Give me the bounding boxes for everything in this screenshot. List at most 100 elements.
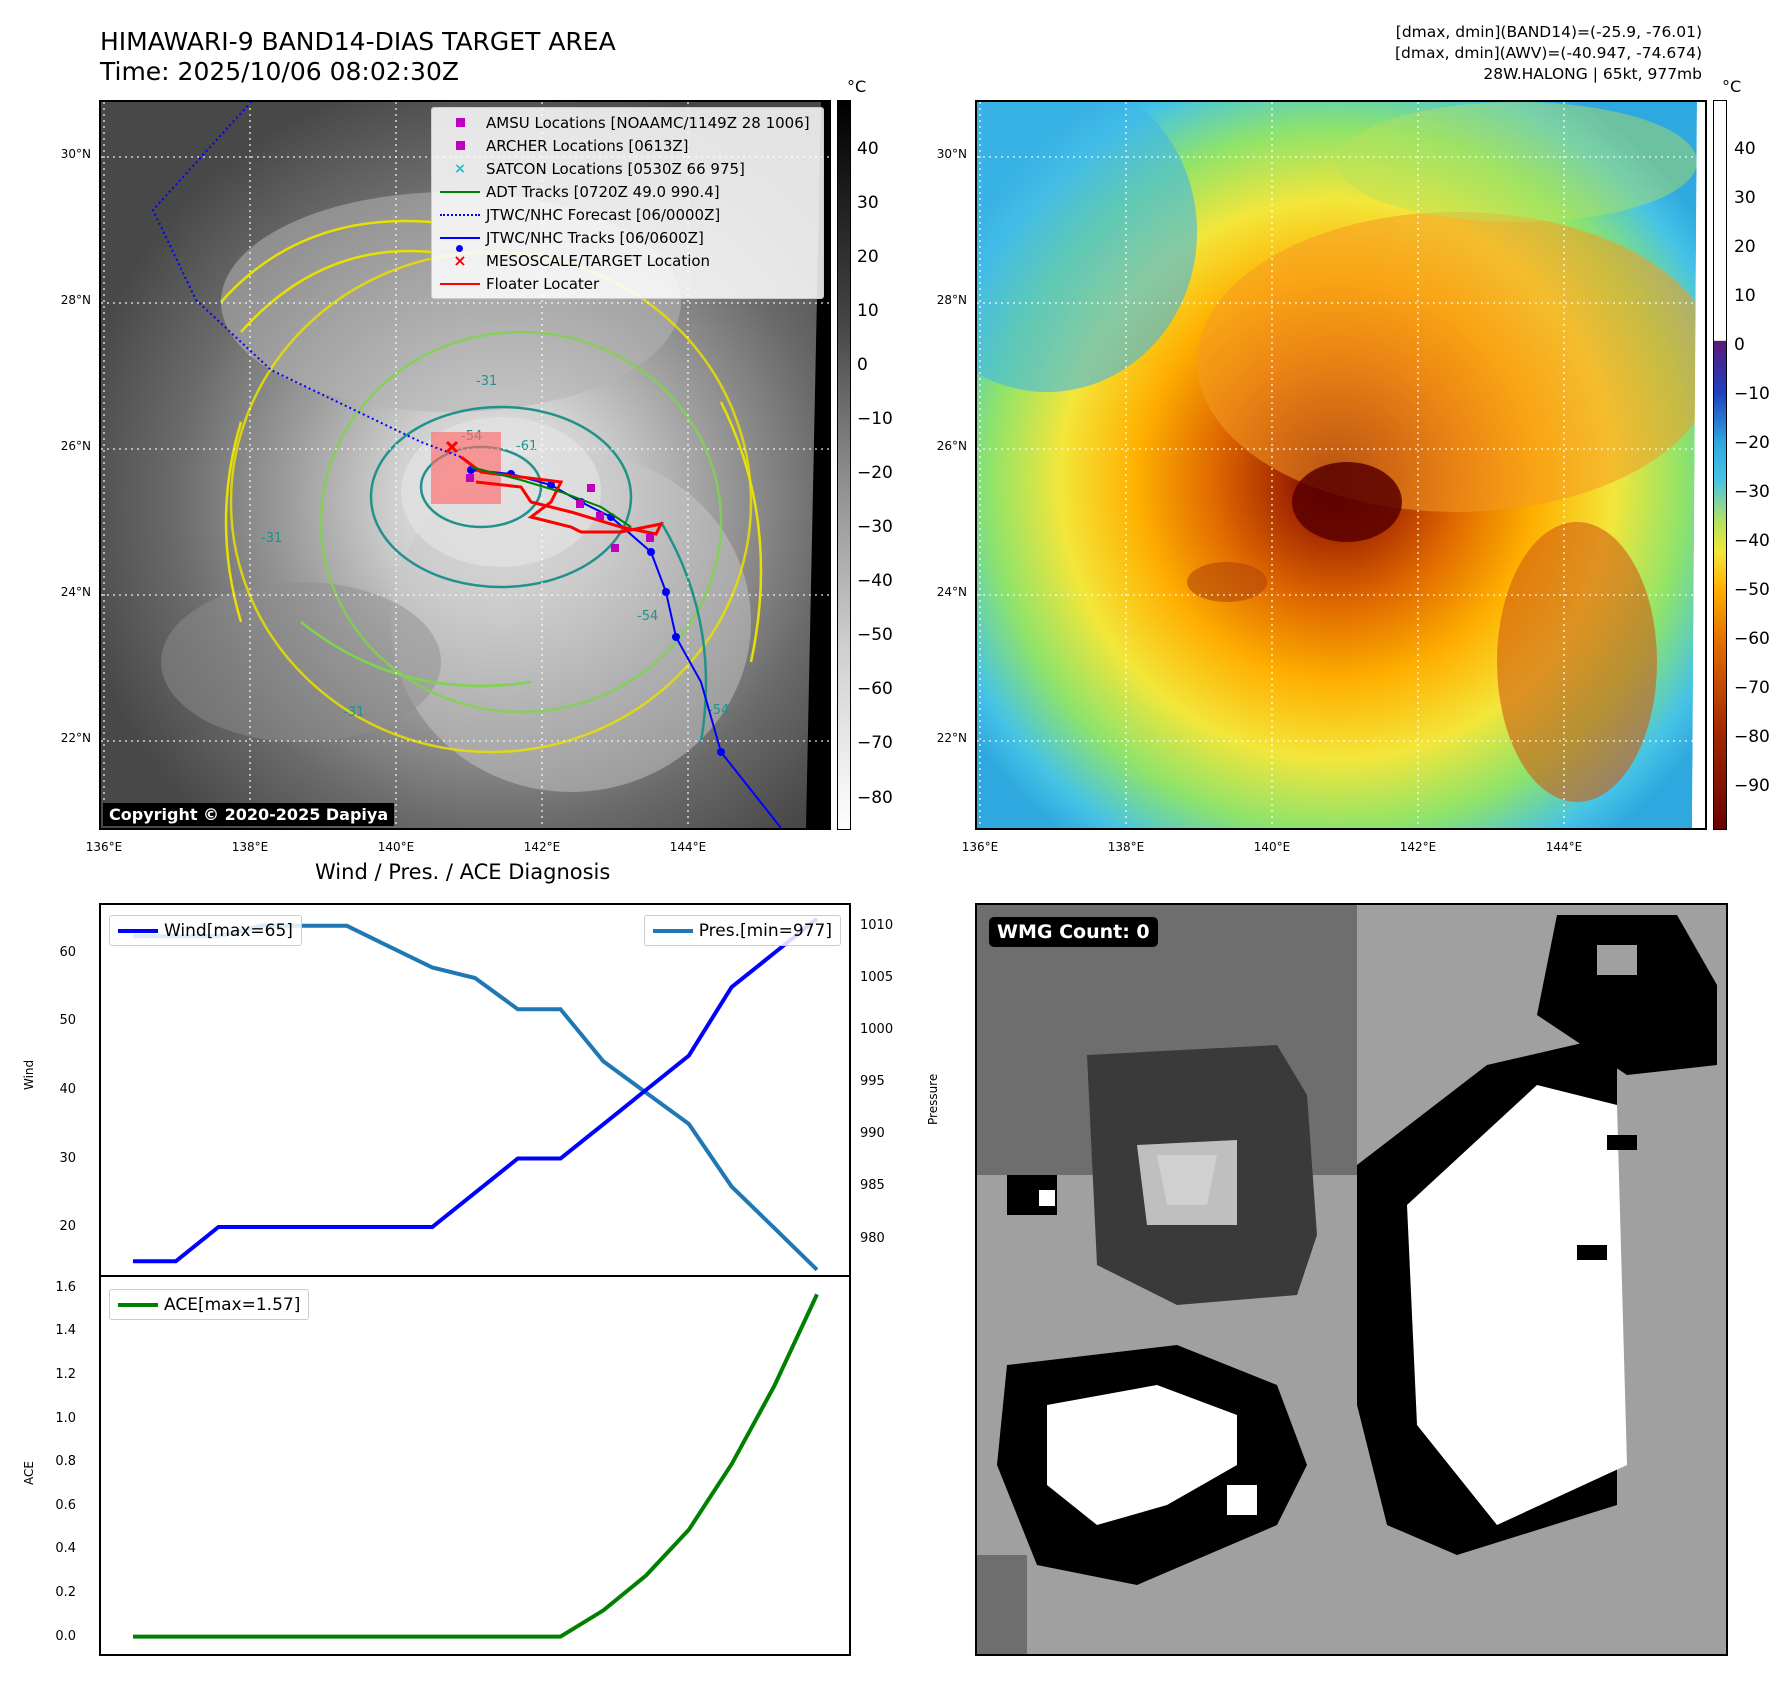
wind-axis-tick: 50 xyxy=(59,1013,76,1029)
ace-axis-tick: 1.4 xyxy=(55,1323,76,1339)
gray-colorbar-tick: −80 xyxy=(857,787,893,808)
awv-colorbar-tick: −20 xyxy=(1734,432,1770,453)
diagnosis-title: Wind / Pres. / ACE Diagnosis xyxy=(315,860,611,884)
gray-colorbar-tick: −50 xyxy=(857,625,893,646)
awv-colorbar xyxy=(1713,100,1727,830)
gray-colorbar-tick: −10 xyxy=(857,409,893,430)
legend-floater: Floater Locater xyxy=(440,272,815,295)
lat-label: 26°N xyxy=(936,439,967,453)
gray-colorbar xyxy=(837,100,851,830)
map-legend: AMSU Locations [NOAAMC/1149Z 28 1006] AR… xyxy=(431,107,824,299)
gray-colorbar-tick: −20 xyxy=(857,463,893,484)
band14-range: [dmax, dmin](BAND14)=(-25.9, -76.01) xyxy=(1395,23,1702,41)
lon-label: 144°E xyxy=(1545,840,1583,854)
contour-label: -31 xyxy=(476,374,497,389)
gray-colorbar-tick: −40 xyxy=(857,571,893,592)
lon-label: 136°E xyxy=(85,840,123,854)
lon-label: 144°E xyxy=(669,840,707,854)
ace-axis-tick: 1.6 xyxy=(55,1279,76,1295)
gray-colorbar-tick: 40 xyxy=(857,138,879,159)
ace-axis-tick: 0.2 xyxy=(55,1584,76,1600)
contour-label: -61 xyxy=(516,439,537,454)
ace-axis-tick: 1.2 xyxy=(55,1367,76,1383)
gray-colorbar-unit: °C xyxy=(847,77,867,96)
pressure-axis-tick: 1005 xyxy=(860,969,894,985)
pressure-axis-tick: 1010 xyxy=(860,917,894,933)
lat-label: 28°N xyxy=(60,293,91,307)
lat-label: 24°N xyxy=(60,585,91,599)
contour-label: -31 xyxy=(343,705,364,720)
awv-map-panel xyxy=(975,100,1707,830)
contour-label: -31 xyxy=(261,531,282,546)
awv-colorbar-tick: 0 xyxy=(1734,334,1745,355)
lon-label: 142°E xyxy=(1399,840,1437,854)
wmg-panel: WMG Count: 0 xyxy=(975,903,1728,1656)
lat-label: 26°N xyxy=(60,439,91,453)
legend-jtwc-tracks: JTWC/NHC Tracks [06/0600Z] xyxy=(440,226,815,252)
gray-colorbar-tick: −70 xyxy=(857,733,893,754)
gray-colorbar-tick: 0 xyxy=(857,354,868,375)
awv-colorbar-unit: °C xyxy=(1722,77,1742,96)
awv-colorbar-tick: −70 xyxy=(1734,677,1770,698)
contour-label: -54 xyxy=(637,609,658,624)
pressure-axis-tick: 990 xyxy=(860,1126,885,1142)
contour-label: -54 xyxy=(708,703,729,718)
lon-label: 138°E xyxy=(231,840,269,854)
ace-series-line xyxy=(133,1293,819,1639)
awv-colorbar-tick: 10 xyxy=(1734,285,1756,306)
copyright-badge: Copyright © 2020-2025 Dapiya xyxy=(103,803,395,826)
pressure-series-line xyxy=(133,923,819,1272)
ace-chart: ACE[max=1.57] xyxy=(99,1275,851,1656)
awv-colorbar-tick: −30 xyxy=(1734,481,1770,502)
awv-colorbar-tick: 30 xyxy=(1734,187,1756,208)
ace-legend: ACE[max=1.57] xyxy=(109,1289,310,1320)
legend-satcon: × SATCON Locations [0530Z 66 975] xyxy=(454,159,745,178)
lon-label: 140°E xyxy=(1253,840,1291,854)
lat-label: 22°N xyxy=(936,731,967,745)
pressure-axis-tick: 985 xyxy=(860,1178,885,1194)
wmg-count-badge: WMG Count: 0 xyxy=(989,917,1158,947)
lat-label: 30°N xyxy=(936,147,967,161)
pressure-axis-tick: 1000 xyxy=(860,1022,894,1038)
gray-colorbar-tick: 30 xyxy=(857,192,879,213)
ace-axis-tick: 0.4 xyxy=(55,1541,76,1557)
awv-colorbar-tick: 40 xyxy=(1734,138,1756,159)
ir-map-panel: -31 -54 -61 -54 -31 -54 -31 xyxy=(99,100,831,830)
figure-title: HIMAWARI-9 BAND14-DIAS TARGET AREA xyxy=(100,27,616,56)
ace-axis-tick: 0.0 xyxy=(55,1628,76,1644)
lat-label: 24°N xyxy=(936,585,967,599)
legend-amsu: AMSU Locations [NOAAMC/1149Z 28 1006] xyxy=(440,111,815,134)
wind-axis-label: Wind xyxy=(22,1059,36,1090)
lat-label: 30°N xyxy=(60,147,91,161)
ace-axis-tick: 1.0 xyxy=(55,1410,76,1426)
ace-axis-label: ACE xyxy=(22,1461,36,1485)
pressure-axis-tick: 995 xyxy=(860,1074,885,1090)
figure-time: Time: 2025/10/06 08:02:30Z xyxy=(100,57,459,86)
legend-archer: ARCHER Locations [0613Z] xyxy=(440,134,815,157)
wind-legend: Wind[max=65] xyxy=(109,915,302,946)
legend-jtwc-forecast: JTWC/NHC Forecast [06/0000Z] xyxy=(440,203,815,226)
awv-colorbar-tick: −50 xyxy=(1734,579,1770,600)
awv-range: [dmax, dmin](AWV)=(-40.947, -74.674) xyxy=(1395,44,1702,62)
awv-colorbar-tick: −80 xyxy=(1734,726,1770,747)
gray-colorbar-tick: 10 xyxy=(857,300,879,321)
wind-axis-tick: 40 xyxy=(59,1082,76,1097)
lon-label: 140°E xyxy=(377,840,415,854)
lon-label: 142°E xyxy=(523,840,561,854)
gray-colorbar-tick: −60 xyxy=(857,679,893,700)
ace-axis-tick: 0.8 xyxy=(55,1454,76,1470)
lon-label: 138°E xyxy=(1107,840,1145,854)
ace-axis-tick: 0.6 xyxy=(55,1497,76,1513)
gray-colorbar-tick: −30 xyxy=(857,517,893,538)
awv-colorbar-tick: 20 xyxy=(1734,236,1756,257)
legend-adt: ADT Tracks [0720Z 49.0 990.4] xyxy=(440,180,815,203)
wind-series-line xyxy=(133,917,819,1264)
pressure-legend: Pres.[min=977] xyxy=(643,915,841,946)
legend-target: × MESOSCALE/TARGET Location xyxy=(453,251,711,270)
lon-label: 136°E xyxy=(961,840,999,854)
lat-label: 22°N xyxy=(60,731,91,745)
awv-colorbar-tick: −90 xyxy=(1734,775,1770,796)
awv-colorbar-tick: −10 xyxy=(1734,383,1770,404)
pressure-axis-tick: 980 xyxy=(860,1230,885,1246)
wind-axis-tick: 30 xyxy=(59,1150,76,1166)
